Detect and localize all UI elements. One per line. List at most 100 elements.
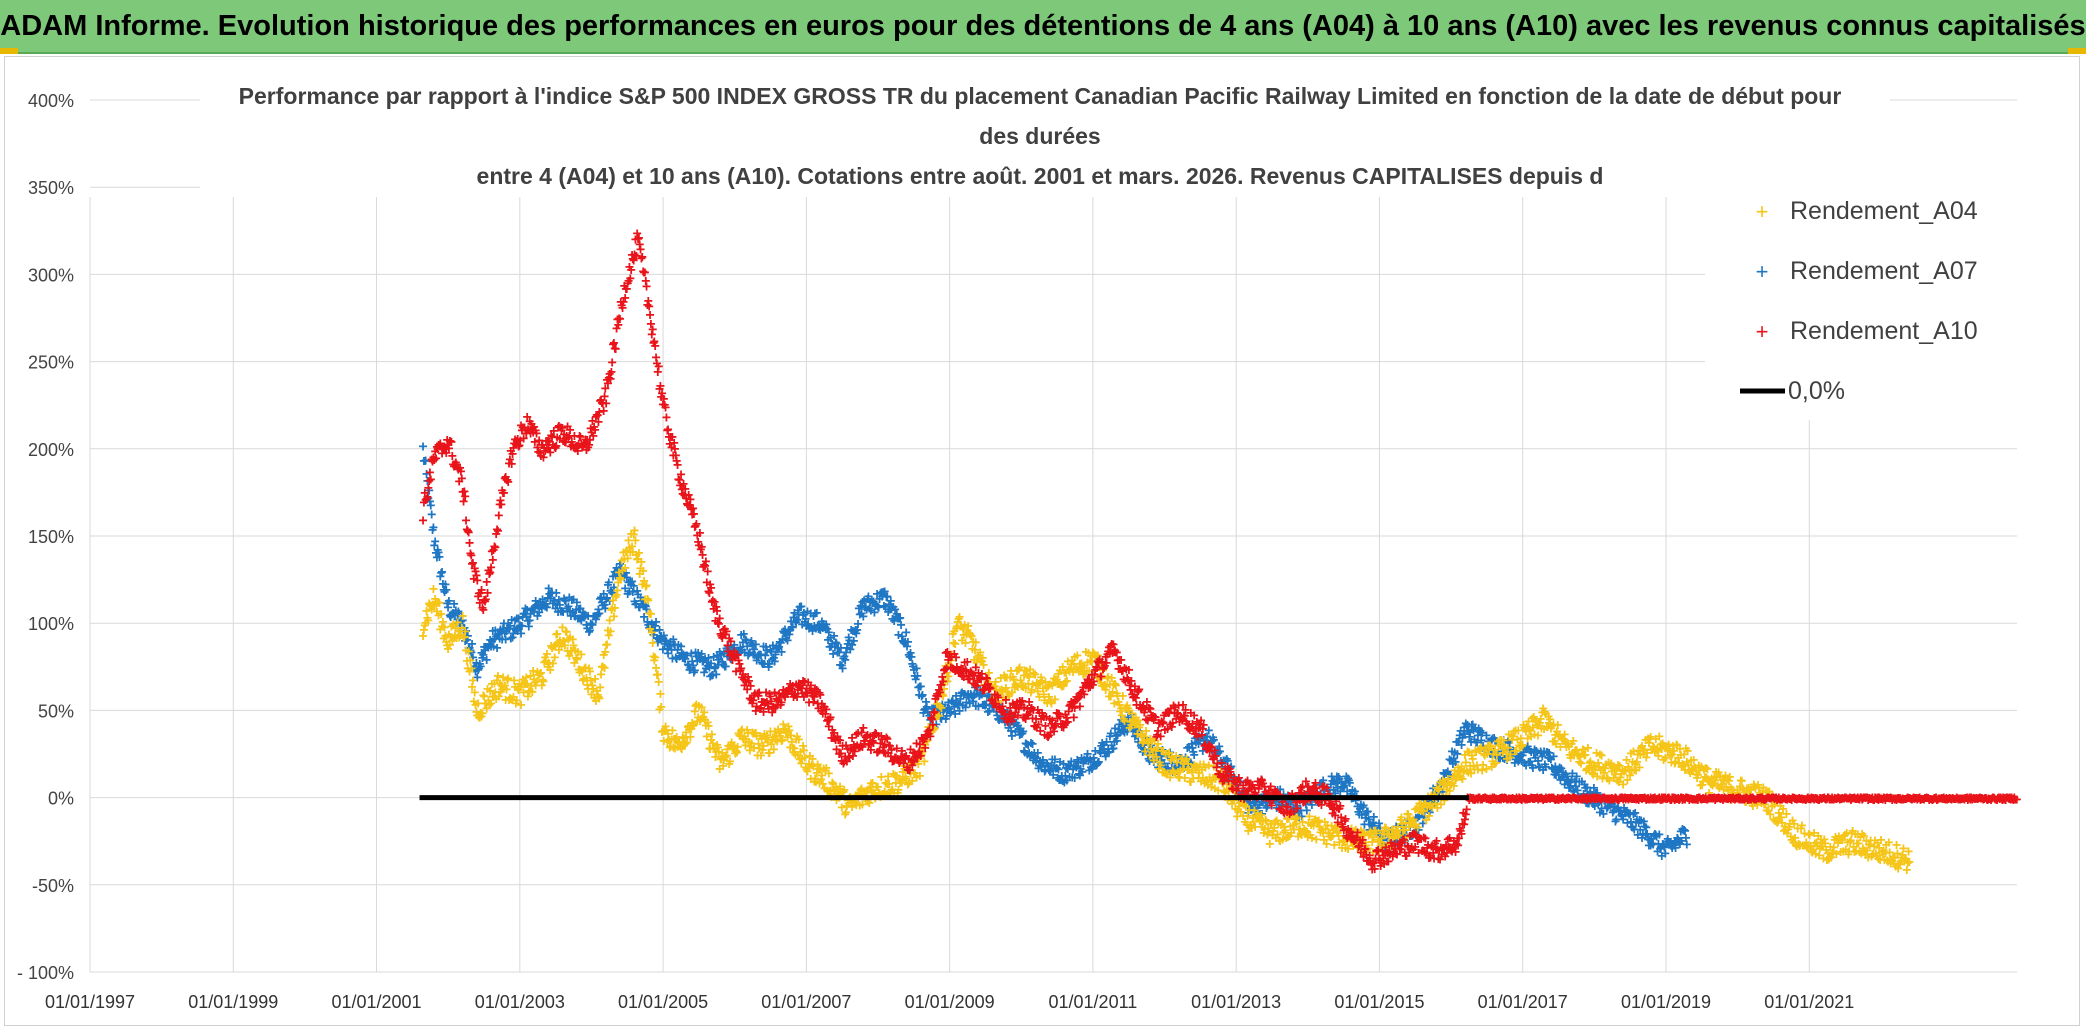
data-point: + — [1173, 757, 1182, 774]
data-point: + — [1080, 752, 1089, 769]
data-point: + — [596, 591, 605, 608]
data-point: + — [1423, 802, 1432, 819]
data-point: + — [1428, 781, 1437, 798]
data-point: + — [1064, 757, 1073, 774]
data-point: + — [1054, 762, 1063, 779]
data-point: + — [1073, 754, 1082, 771]
data-point: + — [883, 604, 892, 621]
data-point: + — [624, 574, 633, 591]
data-point: + — [1432, 785, 1441, 802]
data-point: + — [694, 649, 703, 666]
data-point: + — [448, 606, 457, 623]
data-point: + — [631, 597, 640, 614]
y-tick-label: - 100% — [17, 963, 74, 983]
data-point: + — [574, 601, 583, 618]
data-point: + — [989, 699, 998, 716]
data-point: + — [1153, 759, 1162, 776]
data-point: + — [719, 645, 728, 662]
data-point: + — [1453, 746, 1462, 763]
data-point: + — [1439, 765, 1448, 782]
data-point: + — [813, 618, 822, 635]
data-point: + — [727, 652, 736, 669]
data-point: + — [739, 626, 748, 643]
data-point: + — [945, 701, 954, 718]
data-point: + — [1361, 810, 1370, 827]
data-point: + — [596, 590, 605, 607]
data-point: + — [753, 648, 762, 665]
data-point: + — [1490, 730, 1499, 747]
data-point: + — [963, 686, 972, 703]
data-point: + — [901, 634, 910, 651]
data-point: + — [461, 623, 470, 640]
data-point: + — [1097, 738, 1106, 755]
data-point: + — [1374, 815, 1383, 832]
data-point: + — [1044, 762, 1053, 779]
data-point: + — [795, 599, 804, 616]
data-point: + — [1487, 732, 1496, 749]
data-point: + — [924, 719, 933, 736]
data-point: + — [662, 634, 671, 651]
data-point: + — [1042, 755, 1051, 772]
data-point: + — [1114, 722, 1123, 739]
data-point: + — [547, 584, 556, 601]
data-point: + — [1312, 794, 1321, 811]
data-point: + — [1468, 717, 1477, 734]
data-point: + — [895, 611, 904, 628]
data-point: + — [717, 647, 726, 664]
data-point: + — [886, 593, 895, 610]
data-point: + — [1022, 736, 1031, 753]
data-point: + — [1024, 737, 1033, 754]
data-point: + — [1443, 763, 1452, 780]
data-point: + — [943, 700, 952, 717]
data-point: + — [785, 626, 794, 643]
data-point: + — [1120, 725, 1129, 742]
data-point: + — [602, 395, 611, 412]
data-point: + — [651, 618, 660, 635]
data-point: + — [1381, 824, 1390, 841]
data-point: + — [546, 590, 555, 607]
data-point: + — [441, 577, 450, 594]
x-tick-label: 01/01/2015 — [1334, 992, 1424, 1012]
data-point: + — [1393, 836, 1402, 853]
data-point: + — [832, 635, 841, 652]
data-point: + — [1508, 745, 1517, 762]
data-point: + — [1379, 831, 1388, 848]
data-point: + — [1184, 739, 1193, 756]
data-point: + — [1514, 754, 1523, 771]
data-point: + — [1383, 832, 1392, 849]
data-point: + — [903, 634, 912, 651]
data-point: + — [1196, 731, 1205, 748]
data-point: + — [560, 592, 569, 609]
data-point: + — [957, 685, 966, 702]
data-point: + — [420, 453, 429, 470]
data-point: + — [604, 575, 613, 592]
data-point: + — [442, 582, 451, 599]
data-point: + — [1518, 747, 1527, 764]
data-point: + — [726, 651, 735, 668]
data-point: + — [493, 523, 502, 540]
data-point: + — [746, 635, 755, 652]
data-point: + — [800, 614, 809, 631]
data-point: + — [1485, 746, 1494, 763]
data-point: + — [1450, 745, 1459, 762]
data-point: + — [714, 652, 723, 669]
data-point: + — [1366, 816, 1375, 833]
data-point: + — [1517, 753, 1526, 770]
data-point: + — [467, 636, 476, 653]
data-point: + — [646, 606, 655, 623]
data-point: + — [1182, 758, 1191, 775]
data-point: + — [887, 601, 896, 618]
data-point: + — [963, 687, 972, 704]
data-point: + — [621, 565, 630, 582]
data-point: + — [878, 584, 887, 601]
data-point: + — [804, 621, 813, 638]
data-point: + — [1199, 733, 1208, 750]
data-point: + — [572, 595, 581, 612]
data-point: + — [425, 493, 434, 510]
data-point: + — [510, 613, 519, 630]
data-point: + — [822, 621, 831, 638]
data-point: + — [1463, 717, 1472, 734]
data-point: + — [1348, 782, 1357, 799]
data-point: + — [747, 633, 756, 650]
data-point: + — [1353, 799, 1362, 816]
